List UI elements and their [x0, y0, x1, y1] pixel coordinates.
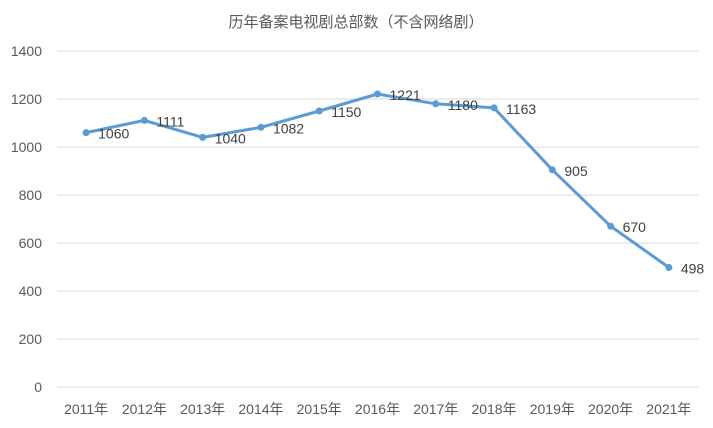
- y-tick-label: 200: [19, 331, 43, 347]
- x-tick-label: 2016年: [355, 401, 400, 417]
- y-axis-ticks: 0 200 400 600 800 1000 1200 1400: [11, 43, 42, 395]
- y-tick-label: 1400: [11, 43, 42, 59]
- data-point: [82, 129, 90, 137]
- gridlines: [57, 50, 698, 388]
- x-tick-label: 2020年: [588, 401, 633, 417]
- data-label: 1082: [273, 120, 304, 136]
- data-label: 1111: [156, 113, 184, 129]
- x-tick-label: 2013年: [180, 401, 225, 417]
- y-tick-label: 400: [19, 283, 43, 299]
- x-tick-label: 2015年: [297, 401, 342, 417]
- data-point: [199, 133, 207, 141]
- chart-title: 历年备案电视剧总部数（不含网络剧）: [228, 13, 483, 31]
- data-point: [490, 104, 498, 112]
- data-label: 1221: [390, 87, 421, 103]
- x-tick-label: 2019年: [530, 401, 575, 417]
- y-tick-label: 600: [19, 235, 43, 251]
- data-label: 1040: [215, 130, 246, 146]
- data-point: [140, 116, 148, 124]
- y-tick-label: 1000: [11, 139, 42, 155]
- x-tick-label: 2012年: [122, 401, 167, 417]
- x-tick-label: 2014年: [238, 401, 283, 417]
- y-tick-label: 1200: [11, 91, 42, 107]
- data-label: 1163: [506, 101, 536, 117]
- data-point: [257, 123, 265, 131]
- data-label: 498: [681, 260, 705, 276]
- series-layer: [82, 90, 673, 271]
- data-point: [374, 90, 381, 98]
- x-tick-label: 2021年: [646, 401, 691, 417]
- data-label: 1060: [98, 126, 129, 142]
- data-label: 1150: [331, 104, 361, 120]
- data-point: [432, 100, 440, 108]
- data-labels: 1060 1111 1040 1082 1150 1221 1180 1163 905 670 49…: [98, 87, 704, 277]
- data-label: 1180: [448, 97, 478, 113]
- x-tick-label: 2011年: [64, 401, 108, 417]
- data-label: 670: [623, 219, 647, 235]
- data-label: 905: [564, 163, 588, 179]
- x-axis-ticks: 2011年 2012年 2013年 2014年 2015年 2016年 2017年 2018年…: [64, 401, 691, 417]
- data-point: [665, 263, 673, 271]
- data-point: [548, 166, 556, 174]
- x-tick-label: 2017年: [413, 401, 458, 417]
- x-tick-label: 2018年: [471, 401, 516, 417]
- data-point: [315, 107, 323, 115]
- data-point: [607, 222, 615, 230]
- y-tick-label: 800: [19, 187, 43, 203]
- y-tick-label: 0: [34, 379, 42, 395]
